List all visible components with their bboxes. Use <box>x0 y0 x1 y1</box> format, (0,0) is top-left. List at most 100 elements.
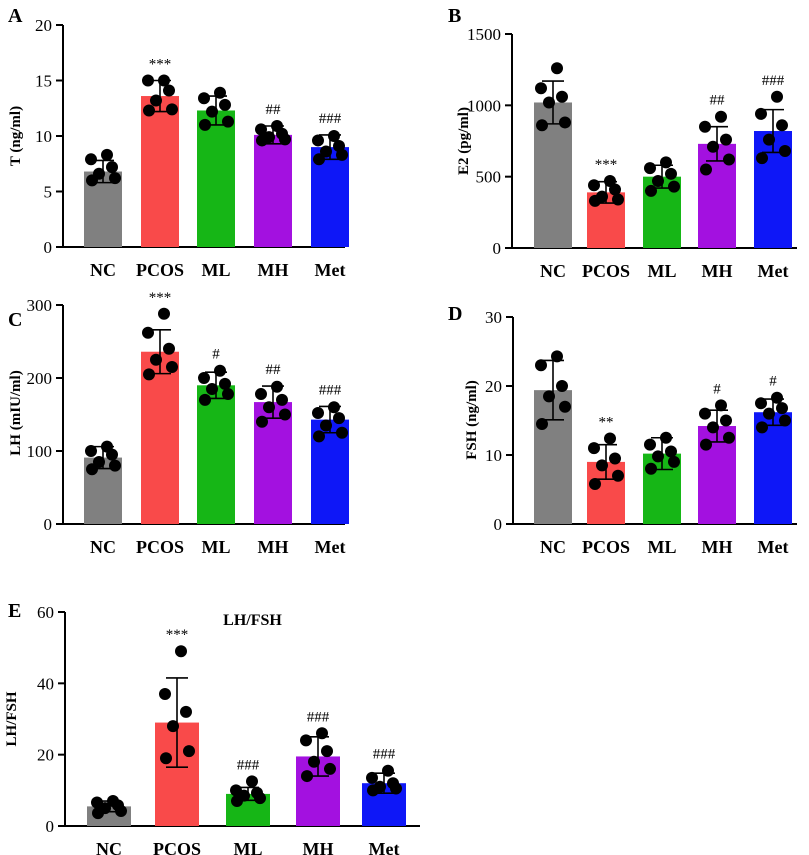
data-point <box>219 98 231 111</box>
y-tick-label: 5 <box>44 183 53 202</box>
data-point <box>604 174 616 187</box>
data-point <box>776 402 788 415</box>
data-point <box>665 445 677 458</box>
data-point <box>559 400 571 413</box>
data-point <box>222 115 234 128</box>
data-point <box>85 445 97 457</box>
data-point <box>150 94 162 107</box>
data-point <box>382 764 394 777</box>
x-category-label: MH <box>702 261 733 281</box>
x-category-label: MH <box>702 537 733 557</box>
significance-label: ### <box>307 709 330 725</box>
y-axis-title: LH/FSH <box>4 691 20 746</box>
data-point <box>143 368 155 381</box>
data-point <box>166 103 178 116</box>
data-point <box>106 161 118 174</box>
data-point <box>321 745 333 758</box>
x-category-label: NC <box>90 537 116 557</box>
significance-label: # <box>713 381 721 397</box>
data-point <box>142 74 154 87</box>
data-point <box>756 152 768 165</box>
data-point <box>645 462 657 475</box>
panel-letter: A <box>8 5 23 27</box>
data-point <box>604 432 616 445</box>
data-point <box>715 399 727 412</box>
x-category-label: PCOS <box>153 839 201 855</box>
data-point <box>313 430 325 443</box>
data-point <box>101 440 113 453</box>
data-point <box>707 421 719 434</box>
data-point <box>158 74 170 87</box>
data-point <box>101 148 113 161</box>
bar-ml <box>197 110 235 247</box>
data-point <box>328 130 340 142</box>
data-point <box>723 431 735 444</box>
data-point <box>755 397 767 410</box>
y-tick-label: 1000 <box>467 96 501 115</box>
data-point <box>246 775 258 788</box>
significance-label: ## <box>710 93 726 109</box>
x-category-label: Met <box>369 839 400 855</box>
significance-label: *** <box>595 157 618 173</box>
x-category-label: ML <box>202 537 231 557</box>
x-category-label: Met <box>315 537 346 557</box>
data-point <box>776 119 788 132</box>
data-point <box>536 417 548 430</box>
significance-label: # <box>769 374 777 390</box>
data-point <box>333 412 345 425</box>
y-tick-label: 300 <box>27 296 53 315</box>
significance-label: ### <box>319 111 342 127</box>
data-point <box>85 153 97 166</box>
bar-pcos <box>141 351 179 524</box>
x-category-label: ML <box>648 261 677 281</box>
y-axis-title: LH (mIU/ml) <box>8 370 24 455</box>
x-category-label: PCOS <box>136 537 184 557</box>
data-point <box>644 162 656 175</box>
data-point <box>150 353 162 366</box>
data-point <box>142 326 154 339</box>
y-tick-label: 0 <box>44 515 53 534</box>
data-point <box>214 86 226 99</box>
data-point <box>183 745 195 758</box>
data-point <box>612 193 624 206</box>
data-point <box>199 118 211 131</box>
y-axis-title: T (ng/ml) <box>8 106 24 166</box>
y-tick-label: 40 <box>37 674 54 693</box>
data-point <box>166 361 178 374</box>
data-point <box>707 140 719 153</box>
x-category-label: MH <box>258 537 289 557</box>
significance-label: *** <box>149 57 172 73</box>
data-point <box>588 179 600 192</box>
data-point <box>279 408 291 421</box>
data-point <box>374 780 386 793</box>
data-point <box>535 359 547 372</box>
x-category-label: Met <box>758 537 789 557</box>
data-point <box>159 688 171 701</box>
data-point <box>609 452 621 465</box>
data-point <box>644 438 656 451</box>
panel-a: A T (ng/ml) 0 5 10 15 20 NC *** PCOS ML ## MH ### Met <box>8 5 349 280</box>
x-category-label: PCOS <box>136 260 184 280</box>
data-point <box>596 190 608 203</box>
data-point <box>556 90 568 103</box>
data-point <box>588 442 600 455</box>
data-point <box>255 123 267 136</box>
y-tick-label: 20 <box>37 746 54 765</box>
y-tick-label: 20 <box>485 377 502 396</box>
panel-e: E LH/FSH LH/FSH 0 20 40 60 NC *** PCOS ### ML ### MH #… <box>4 600 420 855</box>
data-point <box>328 401 340 414</box>
data-point <box>109 172 121 185</box>
bar-mh <box>254 134 292 247</box>
panel-letter: B <box>448 5 461 27</box>
data-point <box>763 133 775 146</box>
bar-ml <box>197 385 235 524</box>
x-category-label: NC <box>96 839 122 855</box>
y-tick-label: 60 <box>37 603 54 622</box>
data-point <box>699 120 711 133</box>
data-point <box>206 382 218 395</box>
data-point <box>700 438 712 451</box>
data-point <box>596 459 608 472</box>
y-tick-label: 15 <box>35 72 52 91</box>
data-point <box>645 184 657 197</box>
data-point <box>720 133 732 146</box>
